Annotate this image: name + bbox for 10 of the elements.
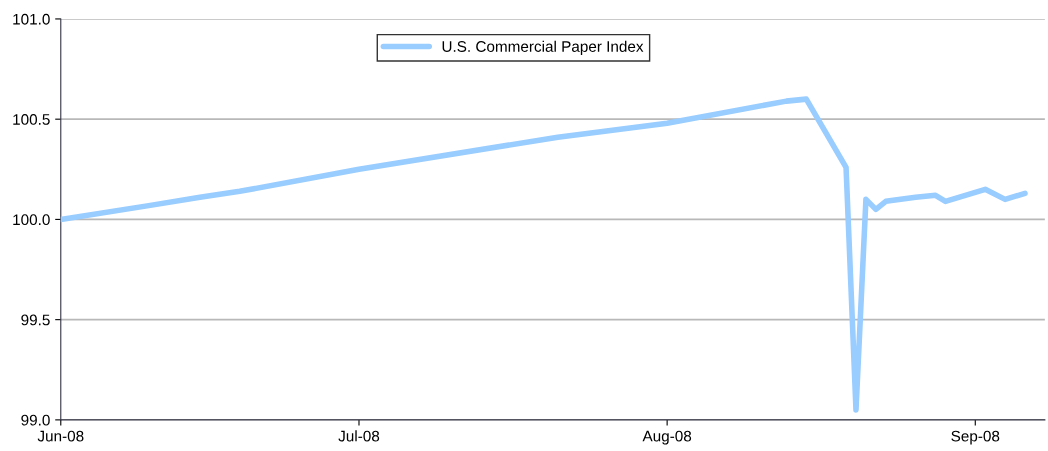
x-tick-label: Jun-08 [37,430,84,442]
x-tick-label: Jul-08 [338,430,380,442]
x-tick-label: Sep-08 [951,430,1000,445]
y-tick-label: 100.0 [13,214,50,226]
legend-label: U.S. Commercial Paper Index [442,40,644,55]
y-tick-label: 99.0 [21,414,50,426]
y-tick-label: 99.5 [21,314,50,326]
x-tick-label: Aug-08 [642,430,692,445]
y-tick-label: 100.5 [13,114,50,125]
y-tick-label: 101.0 [13,13,50,25]
